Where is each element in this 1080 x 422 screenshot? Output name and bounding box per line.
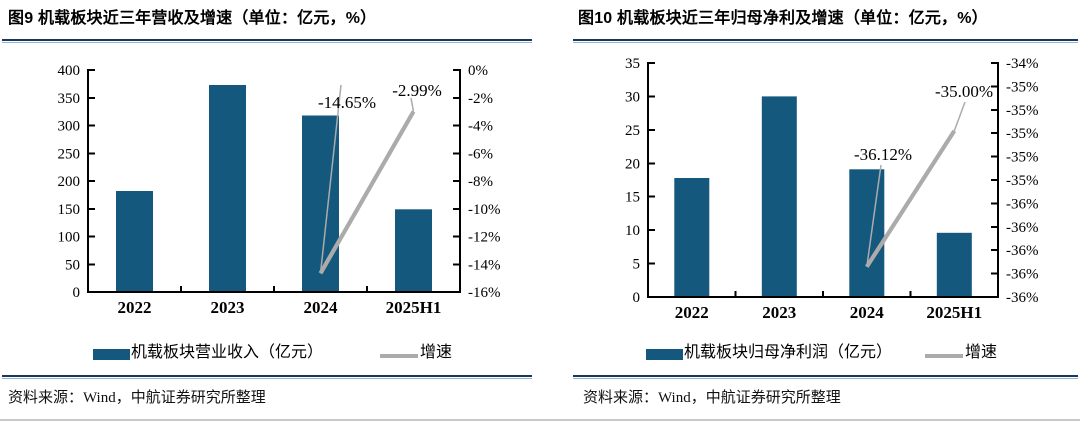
growth-data-label: -2.99%	[392, 81, 442, 100]
figure10-legend-bar-swatch	[646, 349, 683, 360]
left-tick-label: 15	[625, 190, 640, 206]
figure9-source: 资料来源：Wind，中航证券研究所整理	[8, 390, 266, 406]
right-tick-label: -36%	[1006, 290, 1039, 306]
figure9-top-rule	[2, 39, 532, 41]
right-tick-label: -36%	[1006, 196, 1039, 212]
category-label: 2024	[850, 303, 885, 322]
label-leader-line	[866, 164, 882, 267]
right-tick-label: -35%	[1006, 126, 1039, 142]
figure10-legend-line-swatch	[925, 354, 963, 358]
growth-data-label: -36.12%	[854, 145, 912, 164]
category-label: 2022	[118, 298, 152, 317]
right-tick-label: -35%	[1006, 103, 1039, 119]
tick-marks	[648, 62, 998, 298]
figure9-legend-line-label: 增速	[420, 344, 453, 361]
left-tick-label: 100	[58, 230, 81, 246]
figure10-source: 资料来源：Wind，中航证券研究所整理	[583, 390, 841, 406]
right-tick-label: -35%	[1006, 150, 1039, 166]
figure9-legend-bar-swatch	[93, 349, 130, 360]
page-divider-hairline	[0, 419, 1080, 421]
left-tick-label: 350	[58, 91, 81, 107]
left-tick-label: 10	[625, 223, 640, 239]
figure10-legend-bar-label: 机载板块归母净利润（亿元）	[684, 344, 893, 361]
figure9-chart-canvas: 0 50 100 150 200 250 300 350 400 0% -2% -4% -6% -8% -1…	[58, 63, 501, 317]
left-tick-label: 20	[625, 156, 640, 172]
bar-2023	[209, 85, 246, 292]
bar-2023	[761, 96, 797, 298]
left-tick-label: 30	[625, 89, 640, 105]
right-tick-label: -12%	[468, 230, 501, 246]
right-tick-label: -36%	[1006, 220, 1039, 236]
left-tick-label: 0	[73, 285, 81, 301]
category-label: 2025H1	[926, 303, 982, 322]
left-tick-label: 25	[625, 123, 640, 139]
bar-series	[674, 96, 972, 298]
left-tick-label: 35	[625, 56, 640, 72]
left-tick-label: 250	[58, 146, 81, 162]
right-tick-label: -36%	[1006, 243, 1039, 259]
bar-2025H1	[395, 209, 432, 292]
right-tick-label: -16%	[468, 285, 501, 301]
right-tick-label: -35%	[1006, 173, 1039, 189]
axis-labels: 0 5 10 15 20 25 30 35 -34% -35% -35% -35% -35% -35% -3…	[625, 56, 1039, 322]
axis-labels: 0 50 100 150 200 250 300 350 400 0% -2% -4% -6% -8% -1…	[58, 63, 501, 317]
left-tick-label: 200	[58, 174, 81, 190]
growth-line	[318, 110, 416, 275]
growth-data-label: -14.65%	[318, 93, 376, 112]
bar-2024	[849, 169, 885, 297]
growth-data-label: -35.00%	[935, 82, 993, 101]
growth-line-series	[865, 101, 966, 268]
figure9-title: 图9 机载板块近三年营收及增速（单位：亿元，%）	[8, 10, 377, 27]
category-label: 2023	[762, 303, 796, 322]
right-tick-label: -36%	[1006, 267, 1039, 283]
left-tick-label: 150	[58, 202, 81, 218]
right-tick-label: -4%	[468, 119, 493, 135]
label-leader-line	[953, 101, 966, 132]
figure10-title: 图10 机载板块近三年归母净利及增速（单位：亿元，%）	[578, 10, 988, 27]
bar-2025H1	[936, 232, 972, 297]
bar-2022	[116, 191, 153, 292]
figure9-bottom-rule	[2, 375, 532, 377]
bar-2024	[302, 115, 339, 292]
figure9-legend-line-swatch	[380, 354, 418, 358]
figure10-legend-line-label: 增速	[965, 344, 998, 361]
right-tick-label: -14%	[468, 257, 501, 273]
right-tick-label: -35%	[1006, 79, 1039, 95]
left-tick-label: 5	[633, 257, 641, 273]
right-tick-label: -34%	[1006, 56, 1039, 72]
figure10-chart-canvas: 0 5 10 15 20 25 30 35 -34% -35% -35% -35% -35% -35% -3…	[625, 56, 1039, 322]
label-leader-line	[410, 97, 415, 112]
left-tick-label: 300	[58, 119, 81, 135]
left-tick-label: 50	[65, 257, 80, 273]
left-tick-label: 400	[58, 63, 81, 79]
category-label: 2025H1	[386, 298, 442, 317]
right-tick-label: -8%	[468, 174, 493, 190]
bar-series	[116, 85, 432, 292]
category-label: 2024	[304, 298, 339, 317]
label-leader-line	[319, 84, 342, 274]
figure9-legend-bar-label: 机载板块营业收入（亿元）	[131, 344, 324, 361]
bar-2022	[674, 178, 710, 297]
growth-line-series	[318, 84, 416, 275]
category-label: 2022	[675, 303, 709, 322]
right-tick-label: 0%	[468, 63, 488, 79]
figure10-top-rule	[573, 39, 1078, 41]
growth-line	[865, 129, 957, 268]
figure10-bottom-rule	[573, 375, 1078, 377]
tick-marks	[88, 69, 460, 293]
category-label: 2023	[211, 298, 245, 317]
left-tick-label: 0	[633, 290, 641, 306]
right-tick-label: -6%	[468, 146, 493, 162]
right-tick-label: -2%	[468, 91, 493, 107]
right-tick-label: -10%	[468, 202, 501, 218]
